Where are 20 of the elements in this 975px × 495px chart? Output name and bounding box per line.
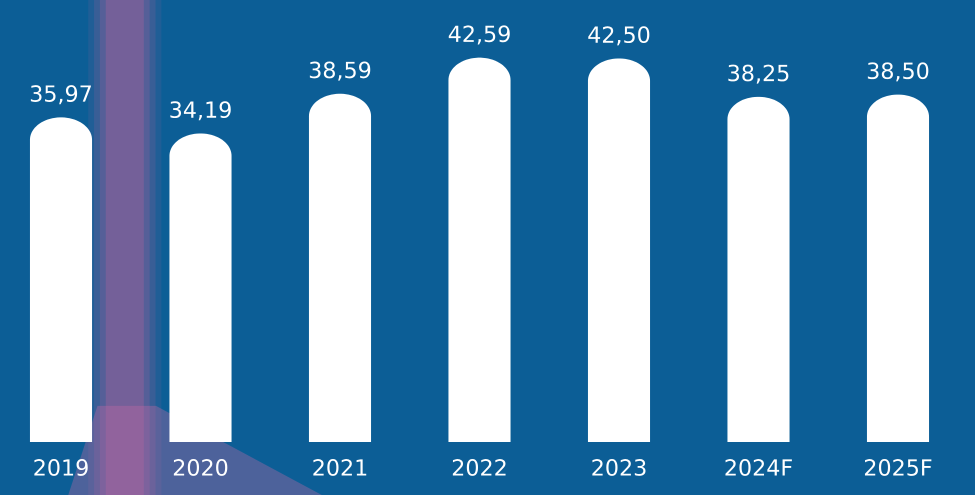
data-label: 38,50 xyxy=(868,62,928,82)
data-label: 42,50 xyxy=(588,26,650,46)
data-label: 38,25 xyxy=(728,64,788,84)
bar xyxy=(727,96,790,442)
data-label: 42,59 xyxy=(448,25,510,45)
x-tick-label: 2020 xyxy=(174,459,228,476)
bar xyxy=(308,94,372,442)
x-tick-label: 2022 xyxy=(452,459,506,476)
bar xyxy=(588,58,650,442)
bar xyxy=(448,58,511,442)
data-label: 38,59 xyxy=(310,62,370,81)
bar xyxy=(169,133,232,442)
x-tick-label: 2024F xyxy=(725,459,792,476)
data-label: 35,97 xyxy=(30,85,91,104)
x-tick-label: 2023 xyxy=(592,459,646,476)
data-label: 34,19 xyxy=(170,101,231,120)
bar xyxy=(866,94,930,442)
x-tick-label: 2025F xyxy=(864,459,932,476)
x-tick-label: 2019 xyxy=(34,459,88,476)
x-tick-label: 2021 xyxy=(313,459,366,476)
